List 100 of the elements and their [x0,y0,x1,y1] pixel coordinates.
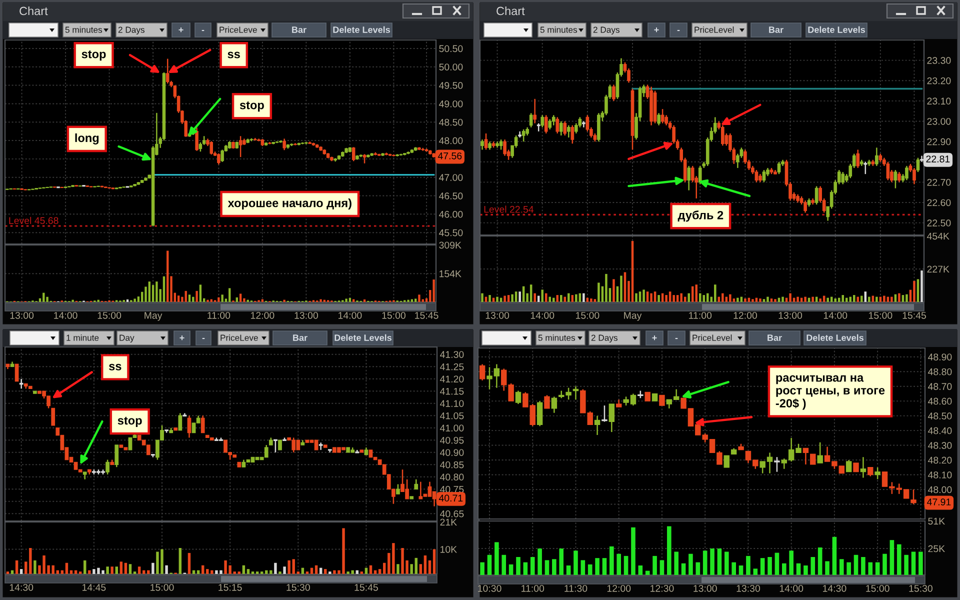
bar [165,565,168,574]
x-tick-label: 13:00 [294,312,318,319]
bar [552,298,555,302]
bar [918,552,923,575]
candlestick [572,386,579,400]
bar [746,556,750,575]
bar [274,562,277,574]
bar [804,296,806,302]
bar [65,562,68,574]
candlestick [886,161,890,181]
bar [24,562,28,574]
x-tick-label: May [624,312,642,321]
text: - [202,338,205,340]
candlestick [754,169,758,183]
bar [770,298,773,302]
bar [872,296,874,302]
y-tick-label: 22.90 [927,138,951,146]
candlestick [14,364,19,382]
bar [706,293,709,302]
bar [508,564,514,575]
x-tick-label: 14:30 [10,584,34,591]
x-tick-label: 12:30 [650,584,674,592]
bar [645,570,650,575]
candlestick [552,114,556,126]
y-tick-label: 454K [927,232,950,240]
candlestick [314,440,318,451]
bar [88,570,91,574]
text: PriceLevel [694,26,734,33]
x-tick-label: 11:00 [208,312,230,319]
bar [631,527,636,575]
y-tick-label: 22.50 [927,220,951,226]
bar [642,290,645,302]
candlestick [484,132,488,150]
bar [890,296,893,302]
bar [768,557,772,575]
candlestick [428,481,432,498]
x-tick-label: May [144,312,162,321]
candlestick [414,478,418,490]
annotation: хорошее начало дня) [228,198,352,210]
bar [511,294,514,302]
candlestick [396,484,400,495]
annotation: ss [109,364,122,370]
candlestick [856,149,860,169]
candlestick [777,161,781,175]
y-tick-label: 48.40 [928,427,952,434]
bar [124,562,128,574]
x-tick-label: 15:00 [869,312,892,319]
y-tick-label: 48.60 [928,398,952,405]
bar [665,295,668,302]
y-tick-label: 48.00 [928,486,952,494]
bar [494,542,499,575]
bar [345,298,348,302]
bar [702,550,708,575]
text: PriceLevel [692,334,732,341]
ref-line-label: Level 45.68 [9,216,58,224]
bar [410,564,413,574]
annotation: дубль 2 [678,210,724,222]
x-tick-label: 14:45 [82,584,106,591]
y-tick-label: 23.10 [927,98,951,105]
bar [128,564,132,574]
candlestick [128,437,132,451]
x-tick-label: 13:00 [10,312,34,319]
bar [760,558,765,575]
y-tick-label: 47.00 [439,174,463,181]
y-tick-label: 49.50 [439,82,463,89]
bar [152,285,154,302]
bar [137,296,140,302]
bar [548,296,551,302]
bar [672,295,675,302]
text: 2 Days [593,26,620,35]
candlestick [612,84,616,102]
bar [616,554,622,575]
bar [729,294,732,302]
annotation: 22.81 [926,156,950,162]
y-tick-label: 309K [439,242,462,249]
bar [246,569,250,574]
bar [568,293,570,302]
text: Delete Levels [806,334,864,341]
annotation: stop [240,101,264,112]
y-tick-label: 50.00 [439,64,463,70]
y-tick-label: 227K [927,266,950,273]
bar [605,274,608,302]
x-tick-label: 14:00 [780,584,804,592]
bar [717,548,722,575]
bar [575,294,578,302]
candlestick [264,444,268,458]
candlestick [912,167,916,185]
bar [612,279,615,302]
bar [15,560,18,574]
candlestick [608,403,615,433]
candlestick [217,152,220,166]
bar [667,526,672,575]
bar [674,552,679,575]
bar [834,298,836,302]
y-tick-label: 41.25 [440,363,464,370]
candlestick [533,98,537,124]
x-tick-label: 12:00 [251,312,274,319]
text: Day [120,334,134,343]
text: + [654,28,659,32]
bar [518,292,521,302]
